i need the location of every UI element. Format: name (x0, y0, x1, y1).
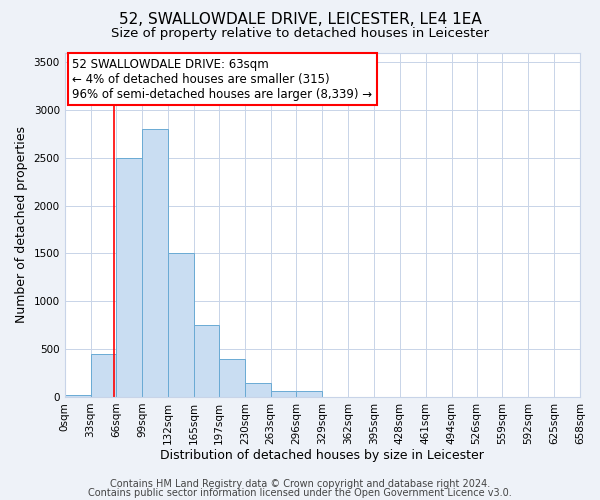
Text: Size of property relative to detached houses in Leicester: Size of property relative to detached ho… (111, 28, 489, 40)
Bar (194, 325, 219, 397)
Bar (296, 391, 322, 397)
Bar (245, 382, 271, 397)
Bar (168, 254, 194, 397)
Bar (271, 391, 296, 397)
Bar (142, 129, 168, 397)
Y-axis label: Number of detached properties: Number of detached properties (15, 126, 28, 323)
Bar (116, 158, 142, 397)
Bar (65, 395, 91, 397)
Text: Contains public sector information licensed under the Open Government Licence v3: Contains public sector information licen… (88, 488, 512, 498)
Text: Contains HM Land Registry data © Crown copyright and database right 2024.: Contains HM Land Registry data © Crown c… (110, 479, 490, 489)
Bar (91, 354, 116, 397)
Bar (219, 358, 245, 397)
Text: 52 SWALLOWDALE DRIVE: 63sqm
← 4% of detached houses are smaller (315)
96% of sem: 52 SWALLOWDALE DRIVE: 63sqm ← 4% of deta… (73, 58, 373, 100)
Text: 52, SWALLOWDALE DRIVE, LEICESTER, LE4 1EA: 52, SWALLOWDALE DRIVE, LEICESTER, LE4 1E… (119, 12, 481, 28)
X-axis label: Distribution of detached houses by size in Leicester: Distribution of detached houses by size … (160, 450, 484, 462)
